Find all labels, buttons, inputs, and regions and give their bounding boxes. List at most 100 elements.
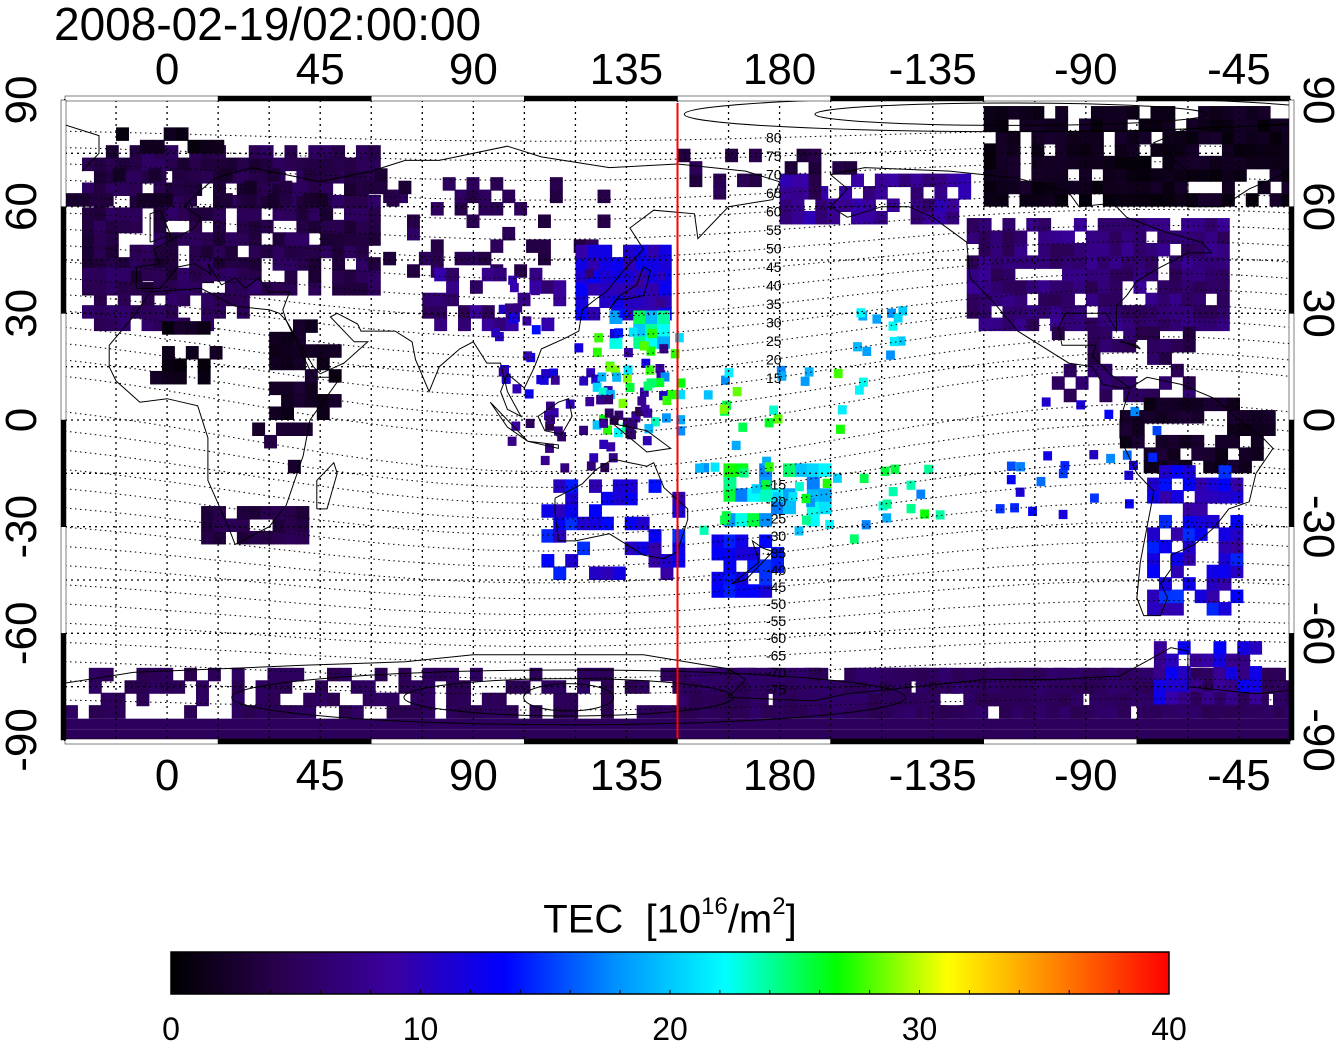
- frame-bar-bottom: [1136, 738, 1291, 745]
- tec-region: [308, 145, 322, 159]
- tec-region: [939, 705, 953, 719]
- tec-region: [201, 292, 215, 307]
- tec-region: [1130, 406, 1140, 417]
- tec-region: [978, 242, 992, 257]
- tec-region: [446, 692, 460, 707]
- tec-region: [1233, 143, 1247, 157]
- tec-region: [1090, 118, 1104, 132]
- tec-region: [646, 346, 656, 356]
- colorbar-tick-label: 10: [403, 1011, 439, 1042]
- tec-region: [1063, 363, 1077, 378]
- tec-region: [105, 305, 119, 319]
- tec-region: [252, 422, 266, 436]
- longitude-labels-top: 0 45 90 135 180 -135 -90 -45: [155, 45, 1271, 94]
- tec-region: [161, 358, 175, 372]
- tec-region: [1237, 692, 1251, 707]
- tec-region: [1191, 434, 1205, 449]
- tec-region: [1162, 180, 1176, 195]
- tec-region: [141, 267, 155, 282]
- tec-region: [165, 244, 179, 259]
- tec-region: [248, 244, 262, 259]
- tec-region: [1221, 168, 1235, 182]
- tec-region: [1245, 106, 1259, 120]
- frame-bar-top: [64, 95, 219, 102]
- tec-region: [1193, 280, 1206, 294]
- colorbar-ticks: 0 10 20 30 40: [162, 990, 1187, 1042]
- tec-region: [129, 282, 143, 296]
- tec-region: [1238, 447, 1252, 461]
- tec-region: [1206, 490, 1220, 504]
- geomag-line: [65, 659, 1290, 679]
- tec-region: [591, 374, 601, 384]
- tec-region: [1014, 242, 1028, 257]
- tec-region: [541, 280, 555, 294]
- tec-region: [1090, 493, 1099, 503]
- tec-region: [1245, 118, 1259, 132]
- tec-region: [934, 210, 948, 225]
- tec-region: [1165, 666, 1179, 680]
- tec-region: [565, 554, 579, 568]
- tec-region: [1250, 434, 1264, 449]
- lon-tick-label: 0: [155, 45, 179, 94]
- tec-region: [1133, 305, 1147, 319]
- tec-region: [1157, 242, 1171, 257]
- tec-region: [643, 381, 653, 391]
- tec-region: [1126, 193, 1140, 207]
- tec-region: [1186, 130, 1200, 145]
- tec-region: [606, 442, 616, 452]
- tec-region: [1269, 130, 1283, 145]
- tec-region: [236, 207, 250, 221]
- tec-region: [344, 170, 357, 184]
- tec-region: [1055, 106, 1069, 120]
- tec-region: [648, 529, 662, 543]
- tec-region: [862, 346, 872, 356]
- tec-region: [1121, 242, 1135, 257]
- tec-region: [808, 173, 822, 188]
- tec-region: [723, 463, 737, 477]
- tec-region: [737, 705, 750, 719]
- tec-region: [723, 488, 737, 502]
- tec-region: [1010, 692, 1024, 707]
- tec-region: [148, 680, 162, 694]
- tec-region: [1002, 280, 1016, 294]
- tec-region: [236, 506, 250, 520]
- tec-region: [478, 202, 492, 216]
- tec-region: [549, 177, 563, 191]
- tec-region: [272, 244, 286, 259]
- tec-region: [646, 244, 660, 259]
- tec-region: [939, 667, 953, 682]
- tec-region: [207, 667, 221, 682]
- tec-region: [541, 680, 555, 694]
- tec-region: [1206, 577, 1220, 591]
- tec-region: [1155, 434, 1169, 449]
- tec-region: [604, 395, 614, 405]
- tec-region: [160, 193, 174, 207]
- tec-region: [1007, 143, 1021, 157]
- geomag-label: 25: [766, 333, 782, 349]
- tec-region: [1174, 180, 1188, 195]
- tec-region: [645, 365, 655, 375]
- tec-region: [801, 515, 811, 525]
- colorbar-title: TEC [1016/m2]: [0, 886, 1340, 944]
- tec-region: [1193, 305, 1206, 319]
- tec-region: [624, 680, 638, 694]
- tec-region: [105, 257, 119, 271]
- tec-region: [1281, 130, 1290, 145]
- tec-region: [553, 516, 567, 531]
- geomag-label: 80: [766, 130, 782, 146]
- tec-region: [1062, 230, 1075, 244]
- tec-region: [927, 692, 941, 707]
- tec-region: [660, 372, 670, 382]
- tec-region: [999, 692, 1012, 707]
- tec-region: [1181, 230, 1195, 244]
- tec-region: [196, 692, 209, 707]
- tec-region: [320, 145, 334, 159]
- geomag-label: -45: [766, 579, 786, 595]
- tec-region: [236, 267, 250, 282]
- tec-region: [1073, 305, 1087, 319]
- tec-region: [710, 462, 720, 472]
- tec-region: [633, 297, 643, 308]
- colorbar-label-exp: 16: [701, 893, 728, 920]
- tec-region: [1099, 338, 1113, 353]
